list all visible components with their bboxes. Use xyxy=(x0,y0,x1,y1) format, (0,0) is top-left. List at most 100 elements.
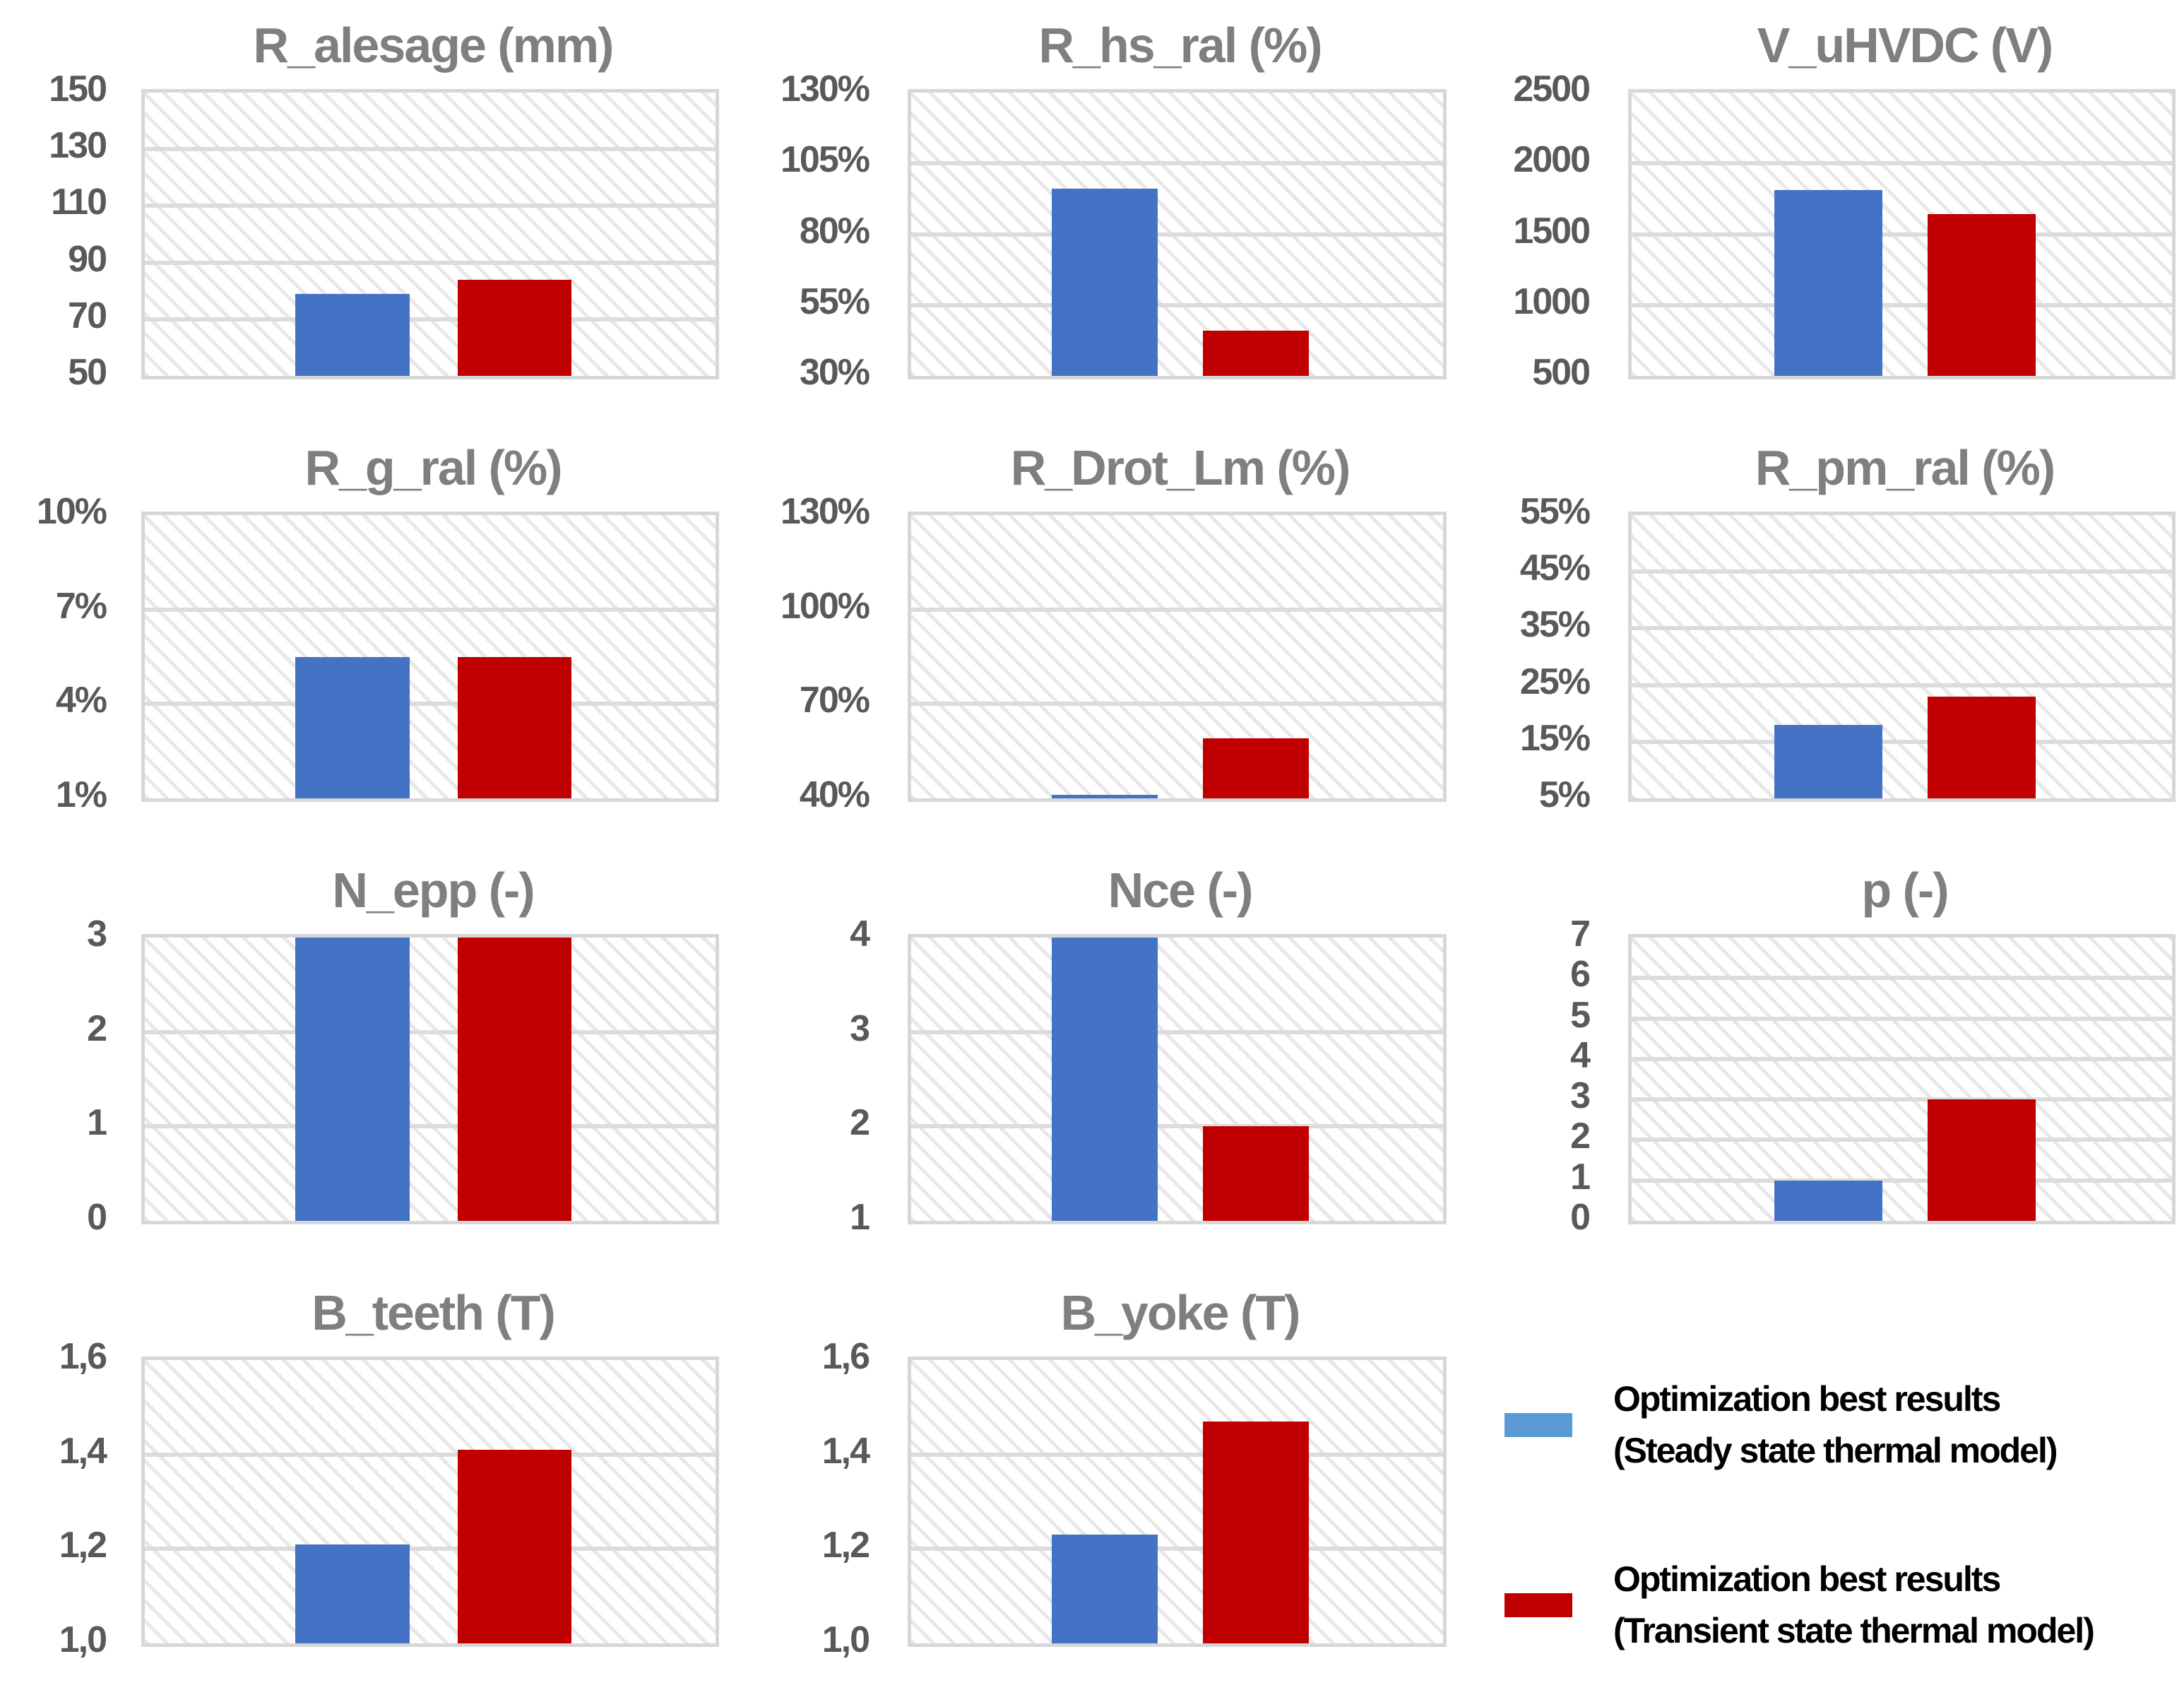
chart-title: R_g_ral (%) xyxy=(304,440,562,495)
y-tick-label: 55% xyxy=(1519,491,1591,532)
y-tick-label: 45% xyxy=(1519,548,1591,589)
chart-title: N_epp (-) xyxy=(332,863,535,918)
bar-transient xyxy=(457,656,572,798)
y-tick-label: 3 xyxy=(850,1008,870,1049)
y-tick-label: 7 xyxy=(1570,914,1591,955)
chart-title: V_uHVDC (V) xyxy=(1757,18,2053,73)
y-tick-label: 1,4 xyxy=(59,1430,107,1472)
y-tick-label: 2500 xyxy=(1513,69,1591,110)
y-tick-label: 150 xyxy=(49,69,107,110)
bar-transient xyxy=(1202,1421,1310,1643)
plot-area xyxy=(141,89,719,379)
y-axis: 2500 2000 1500 1000 500 xyxy=(1455,71,1591,391)
bar-transient xyxy=(1928,1099,2036,1221)
plot-area xyxy=(1628,512,2176,802)
y-tick-label: 40% xyxy=(799,774,870,815)
y-tick-label: 1,4 xyxy=(821,1430,870,1472)
gridline xyxy=(145,147,716,152)
chart-title: B_teeth (T) xyxy=(311,1285,556,1340)
bar-transient xyxy=(1928,696,2036,798)
bar-steady xyxy=(1051,938,1158,1221)
gridline xyxy=(911,1124,1443,1129)
plot-area xyxy=(141,1357,719,1647)
y-tick-label: 1,0 xyxy=(821,1619,870,1660)
chart-title: p (-) xyxy=(1861,863,1949,918)
y-tick-label: 2000 xyxy=(1513,139,1591,181)
y-tick-label: 1 xyxy=(1570,1156,1591,1198)
chart-n-epp: N_epp (-) 3 2 1 0 xyxy=(0,845,728,1268)
y-tick-label: 130% xyxy=(781,69,870,110)
bar-steady xyxy=(1051,795,1158,798)
gridline xyxy=(1632,739,2172,744)
y-tick-label: 7% xyxy=(55,585,107,627)
plot-area xyxy=(908,512,1447,802)
chart-title: R_pm_ral (%) xyxy=(1755,440,2055,495)
bar-transient xyxy=(457,1449,572,1643)
plot-area xyxy=(141,934,719,1224)
y-tick-label: 15% xyxy=(1519,717,1591,759)
bar-steady xyxy=(1774,190,1882,376)
gridline xyxy=(1632,682,2172,687)
bar-transient xyxy=(1928,214,2036,376)
chart-r-alesage: R_alesage (mm) 150 130 110 90 70 50 xyxy=(0,0,728,422)
gridline xyxy=(1632,161,2172,166)
y-axis: 130% 105% 80% 55% 30% xyxy=(728,71,870,391)
y-tick-label: 4% xyxy=(55,680,107,721)
gridline xyxy=(145,702,716,707)
y-tick-label: 130 xyxy=(49,125,107,167)
y-axis: 130% 100% 70% 40% xyxy=(728,493,870,813)
y-tick-label: 1,6 xyxy=(821,1336,870,1377)
legend-swatch-steady xyxy=(1505,1412,1572,1437)
bar-transient xyxy=(1202,738,1310,798)
chart-title: B_yoke (T) xyxy=(1060,1285,1301,1340)
y-tick-label: 1 xyxy=(87,1102,107,1144)
bar-transient xyxy=(1202,1126,1310,1221)
y-tick-label: 500 xyxy=(1532,352,1591,393)
gridline xyxy=(1632,1097,2172,1102)
gridline xyxy=(911,1547,1443,1552)
bar-steady xyxy=(295,656,410,798)
gridline xyxy=(145,317,716,321)
y-tick-label: 130% xyxy=(781,491,870,532)
y-tick-label: 1 xyxy=(850,1197,870,1238)
plot-area xyxy=(1628,934,2176,1224)
y-tick-label: 110 xyxy=(51,182,107,223)
y-tick-label: 10% xyxy=(36,491,107,532)
y-axis: 3 2 1 0 xyxy=(0,916,107,1236)
y-tick-label: 50 xyxy=(68,352,107,393)
y-tick-label: 2 xyxy=(1570,1116,1591,1157)
chart-r-drot-lm: R_Drot_Lm (%) 130% 100% 70% 40% xyxy=(728,422,1455,845)
gridline xyxy=(1632,302,2172,307)
y-tick-label: 0 xyxy=(87,1197,107,1238)
y-tick-label: 1% xyxy=(55,774,107,815)
y-axis: 4 3 2 1 xyxy=(728,916,870,1236)
bar-transient xyxy=(457,279,572,376)
y-tick-label: 5 xyxy=(1570,994,1591,1036)
gridline xyxy=(1632,1016,2172,1021)
plot-area xyxy=(908,934,1447,1224)
y-axis: 1,6 1,4 1,2 1,0 xyxy=(728,1338,870,1658)
legend: Optimization best results (Steady state … xyxy=(1455,1268,2184,1690)
gridline xyxy=(911,1029,1443,1034)
gridline xyxy=(1632,1138,2172,1142)
chart-v-uhvdc: V_uHVDC (V) 2500 2000 1500 1000 500 xyxy=(1455,0,2184,422)
bar-transient xyxy=(457,938,572,1221)
chart-title: Nce (-) xyxy=(1108,863,1254,918)
chart-r-hs-ral: R_hs_ral (%) 130% 105% 80% 55% 30% xyxy=(728,0,1455,422)
bar-transient xyxy=(1202,330,1310,376)
y-axis: 10% 7% 4% 1% xyxy=(0,493,107,813)
y-tick-label: 105% xyxy=(781,139,870,181)
bar-steady xyxy=(295,293,410,376)
bar-steady xyxy=(1774,1180,1882,1221)
gridline xyxy=(145,260,716,265)
y-tick-label: 1000 xyxy=(1513,280,1591,322)
gridline xyxy=(1632,976,2172,981)
legend-item-transient: Optimization best results (Transient sta… xyxy=(1505,1554,2184,1656)
y-tick-label: 70 xyxy=(68,295,107,336)
y-tick-label: 30% xyxy=(799,352,870,393)
gridline xyxy=(1632,1056,2172,1061)
y-tick-label: 70% xyxy=(799,680,870,721)
y-tick-label: 2 xyxy=(87,1008,107,1049)
y-tick-label: 55% xyxy=(799,280,870,322)
